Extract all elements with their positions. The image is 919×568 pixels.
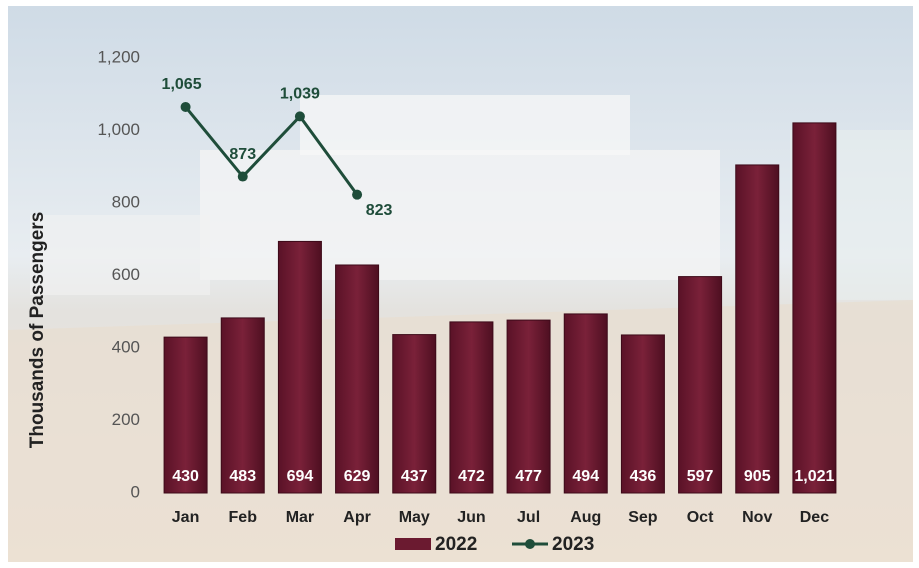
bar: [506, 319, 551, 494]
x-tick-label: Aug: [570, 509, 601, 526]
bar-value-label: 477: [515, 468, 542, 485]
line-marker: [352, 189, 363, 200]
bar-value-label: 1,021: [794, 468, 834, 485]
y-tick-label: 0: [131, 482, 140, 501]
line-marker: [180, 101, 191, 112]
x-tick-label: Feb: [229, 509, 258, 526]
legend-label: 2022: [435, 534, 477, 555]
x-tick-label: Jan: [172, 509, 200, 526]
legend-swatch: [395, 538, 431, 550]
line-value-label: 873: [229, 146, 256, 163]
x-tick-label: Sep: [628, 509, 658, 526]
x-tick-label: Dec: [800, 509, 829, 526]
bar: [335, 264, 380, 494]
bar-value-label: 694: [287, 468, 314, 485]
ship-left: [30, 215, 210, 295]
x-tick-label: Jul: [517, 509, 540, 526]
y-tick-label: 400: [112, 337, 140, 356]
bar: [792, 122, 837, 494]
y-tick-label: 800: [112, 192, 140, 211]
line-marker: [294, 111, 305, 122]
x-tick-label: Jun: [457, 509, 485, 526]
line-marker: [237, 171, 248, 182]
line: [184, 105, 359, 196]
legend-label: 2023: [552, 534, 594, 555]
ship-deck: [300, 95, 630, 155]
bar-value-label: 472: [458, 468, 485, 485]
bar: [392, 334, 437, 494]
x-tick-label: Apr: [343, 509, 371, 526]
bar-value-label: 629: [344, 468, 371, 485]
bar: [220, 317, 265, 494]
bar: [449, 321, 494, 494]
y-axis-label: Thousands of Passengers: [27, 212, 48, 449]
legend-marker: [525, 539, 535, 549]
x-tick-label: Nov: [742, 509, 772, 526]
bar: [563, 313, 608, 494]
y-tick-label: 1,000: [97, 120, 140, 139]
bar-value-label: 436: [630, 468, 657, 485]
line-value-label: 1,039: [280, 86, 320, 103]
bar: [735, 164, 780, 494]
line-value-label: 823: [366, 202, 393, 219]
bar-value-label: 483: [229, 468, 256, 485]
y-tick-label: 600: [112, 265, 140, 284]
bar: [620, 334, 665, 494]
x-tick-label: Oct: [687, 509, 714, 526]
bar-value-label: 905: [744, 468, 771, 485]
bar-value-label: 430: [172, 468, 199, 485]
bar-value-label: 494: [572, 468, 599, 485]
bar: [678, 276, 723, 494]
x-tick-label: Mar: [286, 509, 314, 526]
bar: [277, 240, 322, 494]
bar-value-label: 597: [687, 468, 714, 485]
y-tick-label: 200: [112, 410, 140, 429]
line-value-label: 1,065: [162, 76, 202, 93]
x-tick-label: May: [399, 509, 430, 526]
bar-value-label: 437: [401, 468, 428, 485]
bar: [163, 336, 208, 494]
y-tick-label: 1,200: [97, 47, 140, 66]
